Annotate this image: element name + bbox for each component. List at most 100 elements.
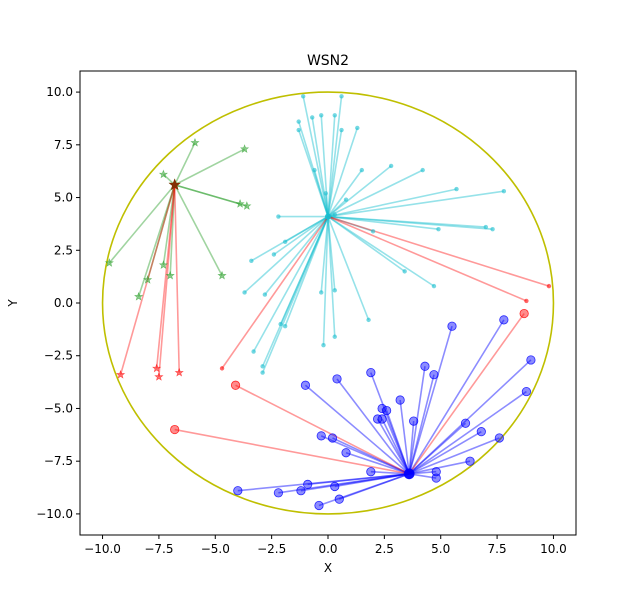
cluster-1-link-21: [244, 215, 329, 294]
cluster-2-link-8: [336, 378, 410, 475]
cluster-2-link-1: [408, 319, 505, 475]
cluster-1-link-29: [261, 216, 329, 373]
cluster-1-link-8: [327, 129, 343, 217]
cluster-1-link-30: [322, 216, 329, 346]
cluster-0-link-0: [173, 142, 196, 186]
cluster-1-node-13: [454, 186, 459, 192]
orphan-node-1: [152, 363, 162, 373]
cluster-1-node-12: [420, 167, 425, 173]
orphan-link-6: [327, 215, 527, 302]
orphan-node-5: [546, 283, 552, 289]
cluster-2-link-21: [370, 470, 410, 475]
cluster-2-node-3: [521, 386, 532, 397]
cluster-1-link-12: [327, 169, 424, 218]
cluster-1-node-8: [339, 127, 344, 133]
cluster-2-link-15: [408, 422, 467, 475]
cluster-1-link-18: [284, 215, 329, 243]
cluster-0-node-2: [158, 169, 169, 179]
orphan-link-7: [408, 313, 525, 475]
x-tick-label-3: −2.5: [257, 542, 286, 556]
cluster-1-link-11: [327, 165, 392, 218]
cluster-1-link-38: [327, 215, 493, 230]
cluster-1-link-22: [264, 216, 329, 296]
cluster-1-link-10: [327, 169, 363, 217]
cluster-1-node-34: [431, 283, 437, 289]
orphan-node-4: [219, 366, 225, 371]
cluster-1-node-30: [321, 342, 326, 348]
cluster-1-link-20: [250, 215, 329, 262]
cluster-1-node-5: [355, 125, 360, 131]
links-layer: [108, 96, 550, 507]
cluster-2-link-31: [318, 473, 410, 507]
cluster-2-node-23: [431, 473, 441, 483]
cluster-2-node-22: [431, 467, 441, 477]
cluster-1-link-33: [327, 215, 406, 273]
cluster-0-head-overlay: [168, 178, 181, 191]
cluster-1-node-23: [319, 290, 324, 295]
orphan-link-4: [221, 216, 329, 369]
orphan-link-3: [173, 184, 180, 373]
cluster-1-link-32: [327, 216, 370, 321]
orphan-node-8: [230, 380, 241, 390]
cluster-2-node-7: [300, 380, 311, 390]
cluster-2-link-28: [334, 473, 410, 488]
cluster-2-node-29: [233, 486, 243, 496]
cluster-1-node-14: [501, 189, 507, 194]
cluster-0-link-10: [173, 184, 223, 276]
cluster-1-node-19: [271, 252, 277, 257]
cluster-1-node-0: [301, 94, 306, 99]
cluster-1-node-7: [296, 127, 301, 133]
y-tick-label-6: 5.0: [54, 191, 73, 205]
cluster-1-node-4: [332, 113, 337, 118]
y-tick-label-8: 10.0: [46, 85, 73, 99]
cluster-2-link-7: [304, 384, 410, 475]
cluster-1-node-18: [282, 239, 288, 245]
cluster-1-link-7: [297, 129, 329, 217]
cluster-2-node-17: [494, 433, 504, 443]
cluster-1-node-9: [312, 167, 317, 173]
cluster-2-link-0: [408, 325, 453, 475]
cluster-1-node-16: [343, 197, 349, 202]
y-tick-label-3: −2.5: [44, 349, 73, 363]
cluster-1-node-1: [339, 94, 344, 99]
cluster-1-node-36: [436, 226, 441, 232]
cluster-2-link-20: [345, 451, 410, 475]
chart-title: WSN2: [307, 53, 349, 69]
y-tick-label-0: −10.0: [36, 507, 73, 521]
cluster-0-link-7: [146, 184, 176, 281]
boundary-layer: [101, 91, 555, 515]
cluster-1-node-33: [402, 269, 407, 274]
y-tick-label-7: 7.5: [54, 138, 73, 152]
y-tick-label-5: 2.5: [54, 243, 73, 257]
cluster-0-node-4: [242, 201, 252, 210]
cluster-1-link-2: [311, 117, 329, 217]
cluster-1-link-26: [284, 216, 329, 327]
cluster-2-node-15: [460, 418, 471, 428]
cluster-1-node-29: [260, 370, 265, 375]
cluster-1-link-25: [279, 216, 329, 325]
cluster-2-node-19: [327, 433, 338, 443]
cluster-2-node-13: [377, 414, 387, 424]
cluster-2-link-9: [399, 399, 410, 474]
cluster-1-link-31: [327, 216, 336, 337]
cluster-1-node-37: [483, 224, 489, 230]
x-tick-label-5: 2.5: [375, 542, 394, 556]
cluster-1-link-5: [327, 127, 359, 217]
cluster-1-node-15: [323, 191, 328, 196]
cluster-2-node-20: [341, 448, 351, 458]
cluster-0-link-9: [137, 184, 176, 297]
orphan-node-6: [524, 298, 529, 304]
cluster-0-node-9: [133, 291, 144, 301]
y-axis-label: Y: [6, 299, 20, 308]
cluster-0-link-1: [174, 148, 245, 186]
orphan-link-9: [174, 428, 410, 475]
cluster-1-link-23: [320, 216, 329, 293]
cluster-1-node-3: [319, 113, 324, 118]
cluster-2-node-10: [377, 403, 387, 414]
x-tick-label-6: 5.0: [431, 542, 450, 556]
cluster-2-node-30: [334, 494, 344, 504]
cluster-0-link-6: [162, 184, 176, 266]
cluster-0-node-0: [190, 137, 200, 147]
cluster-2-node-5: [429, 370, 439, 380]
